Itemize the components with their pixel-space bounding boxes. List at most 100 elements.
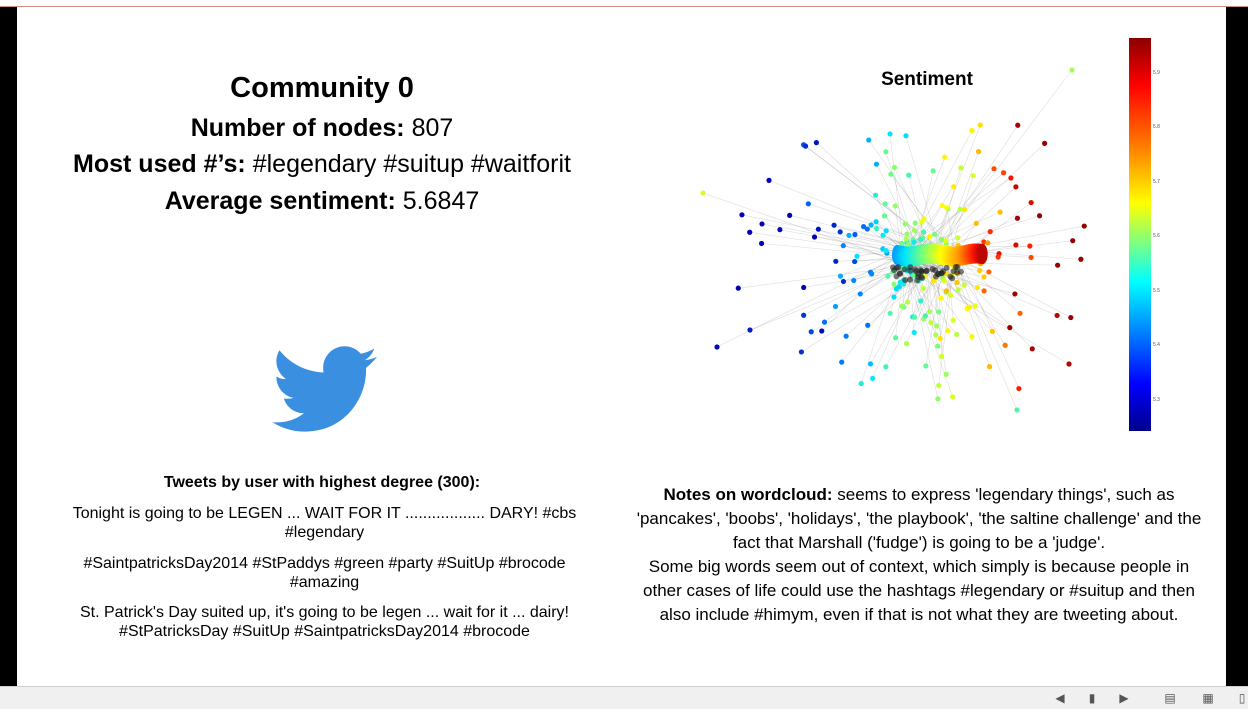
graph-core-node xyxy=(912,267,918,273)
graph-edge xyxy=(806,146,940,249)
pause-icon[interactable]: ▮ xyxy=(1085,691,1099,705)
graph-node xyxy=(838,229,843,234)
next-slide-icon[interactable]: ▶ xyxy=(1117,691,1131,705)
wordcloud-notes: Notes on wordcloud: seems to express 'le… xyxy=(629,483,1209,627)
graph-node xyxy=(885,274,890,279)
graph-node xyxy=(868,361,873,366)
graph-node xyxy=(866,137,871,142)
graph-node xyxy=(816,227,821,232)
sentiment-colorbar xyxy=(1129,38,1151,431)
graph-node xyxy=(934,323,939,328)
sentiment-network-graph xyxy=(677,57,1097,427)
nodes-label: Number of nodes: xyxy=(191,114,405,142)
graph-node xyxy=(1013,242,1018,247)
graph-node xyxy=(892,165,897,170)
sentiment-value: 5.6847 xyxy=(403,187,479,215)
graph-node xyxy=(865,323,870,328)
graph-node xyxy=(714,344,719,349)
notes-view-icon[interactable]: ▤ xyxy=(1163,691,1177,705)
graph-node xyxy=(1029,255,1034,260)
graph-node xyxy=(1013,184,1018,189)
graph-node xyxy=(905,299,910,304)
graph-node xyxy=(971,173,976,178)
graph-node xyxy=(883,201,888,206)
graph-node xyxy=(888,311,893,316)
graph-node xyxy=(858,291,863,296)
window-top-edge xyxy=(0,0,1248,7)
graph-node xyxy=(739,212,744,217)
graph-node xyxy=(870,376,875,381)
tweet-text: #SaintpatricksDay2014 #StPaddys #green #… xyxy=(57,554,592,592)
graph-node xyxy=(923,363,928,368)
graph-node xyxy=(899,304,904,309)
notes-label: Notes on wordcloud: xyxy=(664,485,833,504)
graph-node xyxy=(912,315,917,320)
status-bar: ◀ ▮ ▶ ▤ ▦ ▯ xyxy=(0,686,1248,709)
graph-node xyxy=(1003,343,1008,348)
tweet-text: St. Patrick's Day suited up, it's going … xyxy=(57,603,592,641)
colorbar-tick: 5.4 xyxy=(1153,342,1160,348)
graph-node xyxy=(884,228,889,233)
graph-node xyxy=(958,165,963,170)
graph-node xyxy=(891,294,896,299)
tweets-heading: Tweets by user with highest degree (300)… xyxy=(57,474,587,492)
graph-node xyxy=(977,268,982,273)
graph-node xyxy=(884,248,889,253)
colorbar-tick: 5.7 xyxy=(1153,179,1160,185)
notes-text-2: Some big words seem out of context, whic… xyxy=(643,557,1195,624)
graph-node xyxy=(956,287,961,292)
number-of-nodes: Number of nodes: 807 xyxy=(37,114,607,143)
colorbar-tick: 5.8 xyxy=(1153,124,1160,130)
graph-node xyxy=(936,383,941,388)
graph-node xyxy=(874,162,879,167)
graph-core-node xyxy=(918,267,924,273)
graph-node xyxy=(819,328,824,333)
slide-sorter-icon[interactable]: ▦ xyxy=(1201,691,1215,705)
hashtags-label: Most used #’s: xyxy=(73,150,246,178)
colorbar-tick: 5.6 xyxy=(1153,233,1160,239)
graph-node xyxy=(997,210,1002,215)
graph-node xyxy=(935,343,940,348)
graph-node xyxy=(1042,141,1047,146)
graph-node xyxy=(799,349,804,354)
graph-node xyxy=(1015,123,1020,128)
graph-core-node xyxy=(918,274,924,280)
graph-node xyxy=(933,332,938,337)
graph-node xyxy=(809,329,814,334)
graph-node xyxy=(951,318,956,323)
graph-node xyxy=(777,227,782,232)
graph-node xyxy=(921,229,926,234)
graph-node xyxy=(833,304,838,309)
graph-node xyxy=(1055,263,1060,268)
graph-core-node xyxy=(951,268,957,274)
graph-node xyxy=(996,254,1001,259)
presentation-slide: Community 0 Number of nodes: 807 Most us… xyxy=(17,7,1226,686)
graph-node xyxy=(852,259,857,264)
graph-node xyxy=(1001,170,1006,175)
graph-node xyxy=(944,372,949,377)
graph-node xyxy=(841,279,846,284)
graph-node xyxy=(1007,325,1012,330)
graph-node xyxy=(940,203,945,208)
graph-node xyxy=(747,327,752,332)
graph-node xyxy=(986,269,991,274)
graph-node xyxy=(1082,223,1087,228)
sentiment-label: Average sentiment: xyxy=(165,187,396,215)
graph-node xyxy=(904,341,909,346)
colorbar-tick: 5.9 xyxy=(1153,70,1160,76)
graph-node xyxy=(969,334,974,339)
reading-view-icon[interactable]: ▯ xyxy=(1235,691,1248,705)
graph-node xyxy=(833,259,838,264)
graph-node xyxy=(990,329,995,334)
previous-slide-icon[interactable]: ◀ xyxy=(1053,691,1067,705)
graph-node xyxy=(838,274,843,279)
graph-node xyxy=(736,286,741,291)
colorbar-tick: 5.5 xyxy=(1153,288,1160,294)
graph-node xyxy=(906,173,911,178)
graph-node xyxy=(844,334,849,339)
graph-node xyxy=(913,220,918,225)
graph-node xyxy=(759,221,764,226)
graph-edges xyxy=(703,70,1084,410)
graph-node xyxy=(938,296,943,301)
graph-node xyxy=(831,223,836,228)
